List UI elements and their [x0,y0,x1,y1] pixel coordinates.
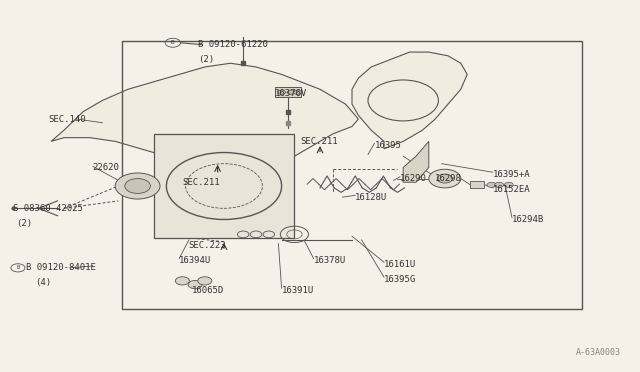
Text: B: B [171,40,175,45]
Circle shape [487,182,496,187]
Text: 22620: 22620 [93,163,120,172]
PathPatch shape [352,52,467,149]
Text: SEC.223: SEC.223 [189,241,227,250]
Text: (2): (2) [16,219,32,228]
Text: 16298: 16298 [435,174,462,183]
Text: B 09120-61220: B 09120-61220 [198,40,268,49]
Text: 16391U: 16391U [282,286,314,295]
Circle shape [437,174,452,183]
Text: 16290: 16290 [400,174,427,183]
Bar [470,181,484,188]
Circle shape [429,169,461,188]
Text: (2): (2) [198,55,214,64]
Circle shape [198,277,212,285]
Text: 16395+A: 16395+A [493,170,531,179]
Text: 16152EA: 16152EA [493,185,531,194]
Bar [122,41,582,309]
Text: 16378U: 16378U [314,256,346,265]
Text: 16376V: 16376V [275,89,307,97]
PathPatch shape [51,63,358,167]
Circle shape [125,179,150,193]
Text: 16395G: 16395G [384,275,416,283]
Text: 16294B: 16294B [512,215,544,224]
Bar [275,87,301,97]
Text: 16128U: 16128U [355,193,387,202]
Text: SEC.211: SEC.211 [182,178,220,187]
Circle shape [188,280,202,289]
Text: SEC.211: SEC.211 [301,137,339,146]
Circle shape [287,90,295,94]
PathPatch shape [403,141,429,182]
Text: B: B [16,265,20,270]
Circle shape [495,182,504,187]
Text: 16395: 16395 [374,141,401,150]
Text: S 08360-42025: S 08360-42025 [13,204,83,213]
Text: 16394U: 16394U [179,256,211,265]
Circle shape [278,90,285,94]
Text: 16065D: 16065D [192,286,224,295]
Text: 16161U: 16161U [384,260,416,269]
Text: SEC.140: SEC.140 [48,115,86,124]
Text: (4): (4) [35,278,51,287]
Circle shape [294,90,301,94]
Circle shape [175,277,189,285]
Circle shape [115,173,160,199]
Text: B 09120-8401E: B 09120-8401E [26,263,95,272]
Circle shape [504,182,513,187]
FancyBboxPatch shape [154,134,294,238]
Text: A-63A0003: A-63A0003 [576,348,621,357]
